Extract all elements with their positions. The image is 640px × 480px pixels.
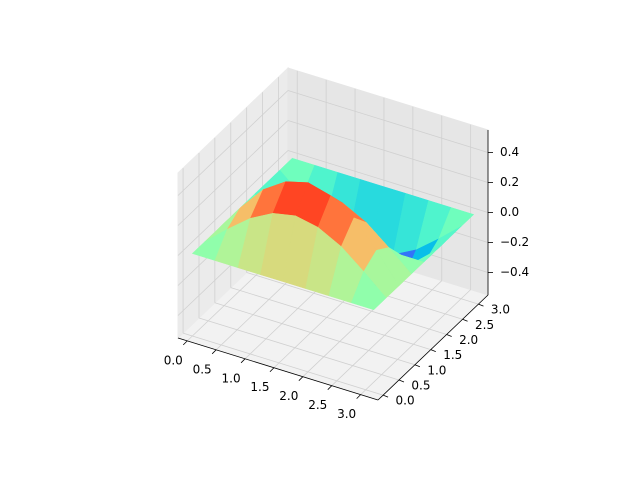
x-tick	[327, 385, 333, 390]
x-grid-line	[360, 289, 471, 395]
z-grid-line	[177, 150, 289, 256]
x-tick-label: 1.0	[222, 371, 241, 385]
x-tick-label: 2.5	[308, 398, 327, 412]
x-tick-label: 2.0	[279, 389, 298, 403]
y-grid-line	[246, 272, 447, 335]
x-tick	[211, 349, 217, 355]
z-tick-label: 0.2	[500, 175, 519, 189]
x-grid-line	[331, 280, 443, 386]
z-tick-label: 0.4	[500, 145, 519, 159]
z-grid-line	[287, 150, 489, 213]
z-tick-label: −0.4	[500, 265, 529, 279]
y-grid-line	[230, 287, 431, 351]
y-tick-label: 1.0	[427, 363, 446, 377]
y-tick	[462, 318, 468, 322]
z-grid-line	[287, 120, 489, 183]
x-tick	[240, 358, 246, 364]
y-grid-line	[214, 302, 415, 366]
z-grid-line	[177, 90, 289, 196]
y-axis-line	[377, 294, 489, 401]
y-tick	[446, 334, 452, 337]
y-tick-label: 0.0	[396, 394, 415, 408]
y-tick	[430, 349, 436, 352]
z-grid-line	[287, 90, 489, 153]
y-tick-label: 0.5	[411, 378, 430, 392]
y-tick-label: 3.0	[491, 303, 510, 317]
y-tick-label: 1.5	[443, 348, 462, 362]
surface-patch	[350, 271, 387, 311]
y-grid-line	[198, 317, 400, 381]
y-tick	[398, 379, 405, 383]
x-tick	[298, 376, 304, 381]
y-tick-label: 2.5	[475, 318, 494, 332]
x-tick-label: 0.0	[164, 353, 183, 367]
x-tick	[269, 367, 275, 373]
x-tick-label: 0.5	[193, 362, 212, 376]
x-axis-line	[177, 337, 379, 401]
y-tick	[414, 364, 421, 368]
x-tick-label: 3.0	[337, 407, 356, 421]
y-tick	[478, 303, 484, 307]
x-tick	[356, 394, 361, 399]
y-grid-line	[182, 332, 384, 396]
y-tick-label: 2.0	[459, 333, 478, 347]
x-tick-label: 1.5	[250, 380, 269, 394]
z-tick-label: −0.2	[500, 235, 529, 249]
z-tick-label: 0.0	[500, 205, 519, 219]
y-tick	[382, 394, 389, 398]
z-grid-line	[177, 120, 289, 226]
x-tick	[182, 340, 188, 346]
